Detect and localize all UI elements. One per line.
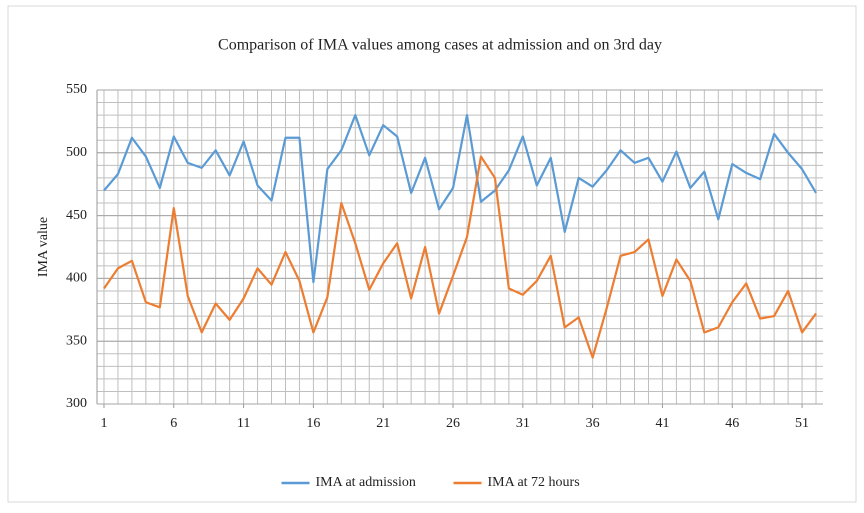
y-tick-label: 350 [66, 333, 87, 348]
x-tick-label: 26 [446, 416, 460, 431]
legend-label: IMA at 72 hours [488, 475, 580, 490]
x-tick-label: 36 [586, 416, 600, 431]
x-tick-label: 16 [306, 416, 320, 431]
x-tick-label: 1 [100, 416, 107, 431]
y-axis-label: IMA value [36, 217, 51, 277]
legend-label: IMA at admission [316, 475, 416, 490]
y-tick-label: 500 [66, 145, 87, 160]
series-line [103, 114, 817, 284]
series-line [103, 155, 817, 359]
x-tick-label: 6 [170, 416, 177, 431]
chart-title: Comparison of IMA values among cases at … [218, 37, 662, 54]
y-tick-label: 400 [66, 271, 87, 286]
x-tick-label: 11 [237, 416, 250, 431]
y-tick-label: 450 [66, 208, 87, 223]
x-tick-label: 31 [516, 416, 530, 431]
x-tick-label: 41 [655, 416, 669, 431]
x-tick-label: 21 [376, 416, 390, 431]
x-tick-label: 51 [795, 416, 809, 431]
y-tick-label: 300 [66, 396, 87, 411]
chart-frame [7, 5, 857, 503]
y-tick-label: 550 [66, 82, 87, 97]
x-tick-label: 46 [725, 416, 739, 431]
